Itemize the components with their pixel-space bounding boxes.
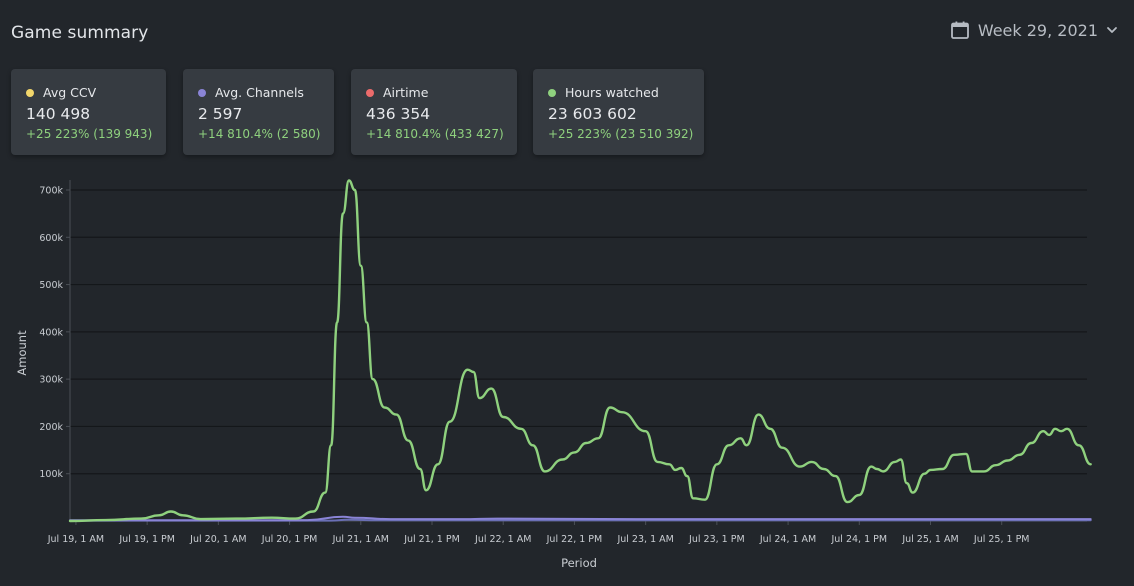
x-tick-label: Jul 20, 1 PM: [261, 534, 318, 545]
series-line-0: [68, 179, 1092, 523]
x-axis-title: Period: [561, 556, 597, 570]
card-avg-channels: Avg. Channels 2 597 +14 810.4% (2 580): [183, 69, 334, 155]
y-tick-label: 600k: [39, 233, 63, 244]
card-delta: +25 223% (23 510 392): [548, 127, 694, 141]
chevron-down-icon: [1106, 24, 1118, 36]
series-line-1: [69, 515, 1092, 522]
chart-series: [68, 179, 1092, 523]
card-avg-ccv: Avg CCV 140 498 +25 223% (139 943): [11, 69, 166, 155]
y-axis-title: Amount: [15, 330, 29, 376]
card-label: Avg. Channels: [215, 85, 304, 100]
card-value: 23 603 602: [548, 105, 637, 123]
chart-axes: 100k 200k 300k 400k 500k 600k 700k Jul 19, 1 AM…: [39, 180, 1087, 545]
x-tick-label: Jul 20, 1 AM: [189, 534, 246, 545]
x-tick-label: Jul 22, 1 AM: [474, 534, 531, 545]
calendar-icon: [950, 20, 970, 40]
y-tick-label: 100k: [39, 469, 63, 480]
line-chart: 100k 200k 300k 400k 500k 600k 700k Jul 19, 1 AM…: [15, 179, 1092, 570]
card-label: Airtime: [383, 85, 429, 100]
x-tick-label: Jul 22, 1 PM: [546, 534, 603, 545]
card-value: 436 354: [366, 105, 431, 123]
card-hours-watched: Hours watched 23 603 602 +25 223% (23 51…: [533, 69, 704, 155]
card-airtime: Airtime 436 354 +14 810.4% (433 427): [351, 69, 517, 155]
y-tick-label: 200k: [39, 422, 63, 433]
x-tick-label: Jul 19, 1 AM: [47, 534, 104, 545]
y-tick-label: 700k: [39, 186, 63, 197]
card-label: Hours watched: [565, 85, 659, 100]
card-delta: +14 810.4% (433 427): [366, 127, 504, 141]
x-tick-label: Jul 21, 1 AM: [332, 534, 389, 545]
card-label: Avg CCV: [43, 85, 97, 100]
chart-grid: [70, 189, 1087, 475]
x-tick-label: Jul 23, 1 PM: [688, 534, 745, 545]
x-tick-label: Jul 24, 1 AM: [759, 534, 816, 545]
x-tick-label: Jul 24, 1 PM: [830, 534, 887, 545]
page-title: Game summary: [11, 23, 149, 43]
y-tick-label: 300k: [39, 375, 63, 386]
legend-dot: [548, 88, 556, 97]
week-selector[interactable]: Week 29, 2021: [950, 20, 1118, 40]
legend-dot: [198, 88, 206, 97]
x-tick-label: Jul 25, 1 AM: [901, 534, 958, 545]
x-tick-label: Jul 19, 1 PM: [118, 534, 175, 545]
x-tick-label: Jul 23, 1 AM: [616, 534, 673, 545]
legend-dot: [26, 88, 34, 97]
card-value: 2 597: [198, 105, 243, 123]
card-value: 140 498: [26, 105, 91, 123]
x-tick-label: Jul 25, 1 PM: [973, 534, 1030, 545]
y-tick-label: 500k: [39, 280, 63, 291]
card-delta: +25 223% (139 943): [26, 127, 153, 141]
legend-dot: [366, 88, 374, 97]
y-tick-label: 400k: [39, 327, 63, 338]
x-tick-label: Jul 21, 1 PM: [403, 534, 460, 545]
card-delta: +14 810.4% (2 580): [198, 127, 321, 141]
week-label: Week 29, 2021: [977, 20, 1098, 40]
